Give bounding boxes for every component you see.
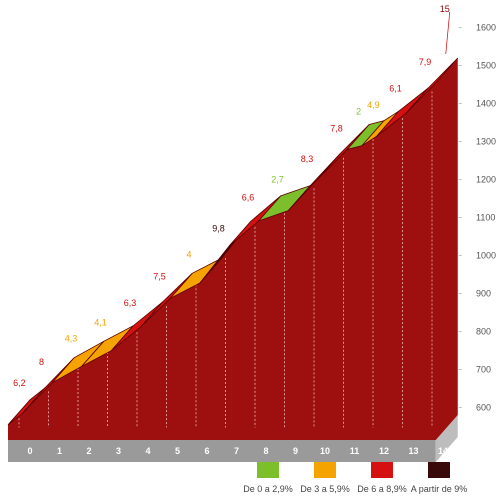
y-tick-label: 1600 bbox=[476, 23, 496, 33]
y-tick-label: 1100 bbox=[476, 213, 495, 223]
x-tick-label: 4 bbox=[145, 446, 150, 456]
annotation: 15 bbox=[440, 4, 450, 14]
x-tick-label: 13 bbox=[408, 446, 418, 456]
y-tick-label: 1200 bbox=[476, 175, 496, 185]
base-side bbox=[435, 415, 458, 462]
x-tick-label: 10 bbox=[320, 446, 330, 456]
annotation-line bbox=[445, 11, 451, 55]
legend-swatch bbox=[428, 462, 450, 478]
gradient-label: 8 bbox=[39, 357, 44, 367]
x-tick-label: 7 bbox=[234, 446, 239, 456]
gradient-label: 9,8 bbox=[212, 224, 225, 234]
y-tick-label: 600 bbox=[476, 402, 491, 412]
gradient-label: 7,9 bbox=[419, 57, 432, 67]
gradient-label: 6,6 bbox=[242, 192, 255, 202]
legend-label: De 0 a 2,9% bbox=[243, 484, 293, 494]
x-tick-label: 11 bbox=[350, 446, 360, 456]
gradient-label: 6,1 bbox=[389, 84, 402, 94]
legend-label: De 3 a 5,9% bbox=[300, 484, 350, 494]
y-tick-label: 1500 bbox=[476, 61, 496, 71]
x-tick-label: 9 bbox=[293, 446, 298, 456]
legend-swatch bbox=[257, 462, 279, 478]
gradient-label: 7,5 bbox=[153, 272, 166, 282]
gradient-label: 2,7 bbox=[271, 175, 284, 185]
y-tick-label: 1000 bbox=[476, 250, 496, 260]
x-tick-label: 2 bbox=[86, 446, 91, 456]
y-tick-label: 800 bbox=[476, 326, 491, 336]
gradient-label: 8,3 bbox=[301, 154, 314, 164]
x-tick-label: 8 bbox=[263, 446, 268, 456]
legend-swatch bbox=[314, 462, 336, 478]
x-tick-label: 5 bbox=[175, 446, 180, 456]
gradient-band bbox=[405, 57, 459, 114]
y-tick-label: 700 bbox=[476, 364, 491, 374]
gradient-label: 7,8 bbox=[330, 123, 343, 133]
gradient-label: 6,3 bbox=[124, 298, 137, 308]
legend-label: A partir de 9% bbox=[411, 484, 468, 494]
y-tick-label: 1300 bbox=[476, 137, 496, 147]
x-tick-label: 6 bbox=[204, 446, 209, 456]
gradient-label: 4,9 bbox=[367, 100, 380, 110]
base-front bbox=[8, 440, 436, 462]
gradient-label: 4 bbox=[186, 250, 191, 260]
y-tick-label: 1400 bbox=[476, 99, 496, 109]
x-tick-label: 1 bbox=[57, 446, 62, 456]
x-tick-label: 14 bbox=[438, 446, 448, 456]
gradient-label: 4,1 bbox=[94, 318, 107, 328]
x-tick-label: 12 bbox=[379, 446, 389, 456]
gradient-label: 6,2 bbox=[13, 378, 26, 388]
y-tick-label: 900 bbox=[476, 288, 491, 298]
legend-swatch bbox=[371, 462, 393, 478]
legend-label: De 6 a 8,9% bbox=[357, 484, 407, 494]
gradient-label: 2 bbox=[356, 107, 361, 117]
profile-body bbox=[8, 57, 458, 440]
gradient-label: 4,3 bbox=[65, 333, 78, 343]
x-tick-label: 0 bbox=[27, 446, 32, 456]
x-tick-label: 3 bbox=[116, 446, 121, 456]
